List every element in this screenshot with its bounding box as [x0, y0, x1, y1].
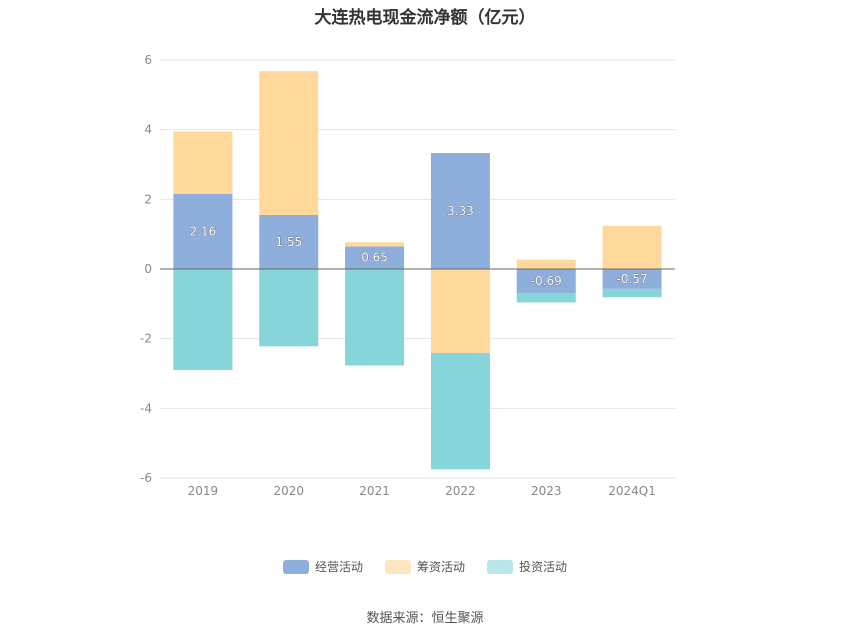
data-label: 0.65: [361, 251, 388, 265]
legend-label: 经营活动: [314, 560, 363, 574]
legend-item[interactable]: 经营活动: [282, 558, 363, 575]
bar-经营活动-2020: [259, 215, 319, 269]
legend-label: 筹资活动: [416, 560, 465, 574]
data-label: 1.55: [275, 235, 302, 249]
bar-经营活动-2022: [430, 153, 490, 269]
y-tick-label: -2: [140, 332, 152, 346]
y-tick-label: 4: [144, 123, 152, 137]
x-tick-label: 2023: [531, 484, 562, 498]
legend: 经营活动 筹资活动 投资活动: [0, 558, 850, 575]
bar-经营活动-2024Q1: [602, 269, 662, 289]
bar-经营活动-2019: [173, 193, 233, 269]
x-tick-label: 2024Q1: [608, 484, 656, 498]
legend-label: 投资活动: [519, 560, 568, 574]
bars: [173, 71, 662, 470]
bar-筹资活动-2022: [430, 269, 490, 353]
bar-投资活动-2024Q1: [602, 288, 662, 298]
y-tick-label: 6: [144, 53, 152, 67]
y-tick-label: 2: [144, 192, 152, 206]
data-label: -0.57: [617, 272, 648, 286]
x-tick-label: 2021: [359, 484, 390, 498]
bar-筹资活动-2020: [259, 71, 319, 216]
x-tick-label: 2019: [188, 484, 219, 498]
chart-title: 大连热电现金流净额（亿元）: [314, 8, 536, 28]
y-tick-label: 0: [144, 262, 152, 276]
bar-投资活动-2021: [345, 269, 405, 366]
bar-经营活动-2023: [516, 269, 576, 294]
bar-投资活动-2019: [173, 269, 233, 371]
data-labels: 2.16 1.55 0.65 3.33 -0.69 -0.57: [189, 204, 648, 289]
gridlines: [160, 59, 675, 479]
bar-筹资活动-2021: [345, 242, 405, 247]
bar-投资活动-2022: [430, 352, 490, 470]
legend-swatch: [487, 559, 513, 574]
x-tick-label: 2020: [273, 484, 304, 498]
y-tick-label: -6: [140, 471, 152, 485]
legend-item[interactable]: 筹资活动: [384, 558, 465, 575]
data-label: -0.69: [531, 274, 562, 288]
bar-经营活动-2021: [345, 246, 405, 269]
x-tick-label: 2022: [445, 484, 476, 498]
source-note: 数据来源：恒生聚源: [366, 611, 484, 626]
legend-swatch: [282, 559, 309, 574]
bar-筹资活动-2019: [173, 131, 233, 194]
data-label: 2.16: [190, 224, 217, 238]
y-tick-label: -4: [140, 401, 152, 415]
bar-筹资活动-2024Q1: [602, 225, 662, 269]
bar-筹资活动-2023: [516, 259, 576, 269]
axes: 6 4 2 0 -2 -4 -6 2019 2020 2021 2022 2023 2024Q1: [140, 53, 675, 498]
data-label: 3.33: [447, 204, 474, 218]
bar-投资活动-2023: [516, 293, 576, 303]
legend-swatch: [384, 559, 411, 574]
bar-投资活动-2020: [259, 269, 319, 347]
legend-item[interactable]: 投资活动: [487, 558, 567, 575]
